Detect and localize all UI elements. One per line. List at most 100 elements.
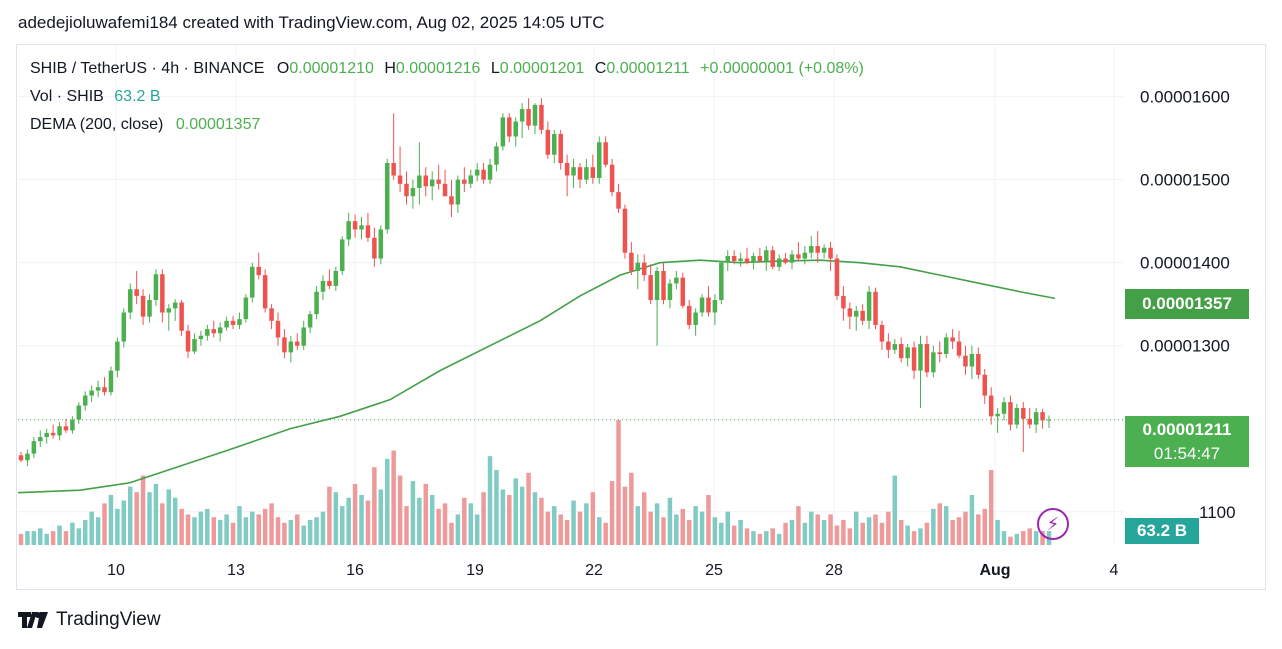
candle-up [1033, 412, 1039, 425]
candle-up [205, 329, 210, 336]
candle-up [474, 169, 480, 176]
candles [18, 98, 1052, 467]
candle-down [911, 347, 917, 371]
volume-bar [943, 506, 949, 545]
candle-down [963, 355, 968, 367]
candle-up [44, 432, 49, 438]
candle-down [616, 192, 621, 209]
candle-down [924, 344, 930, 373]
candle-down [262, 275, 268, 309]
candle-down [860, 310, 865, 321]
volume-bar [140, 475, 146, 545]
candle-down [160, 274, 165, 313]
volume-bar [937, 503, 943, 545]
volume-bar [378, 489, 384, 545]
candle-up [417, 175, 422, 188]
volume-bar [70, 522, 75, 545]
candle-up [455, 179, 461, 205]
candle-down [1021, 407, 1026, 419]
last-price-badge: 0.00001211 01:54:47 [1125, 416, 1249, 467]
candle-up [384, 163, 390, 230]
volume-bar [526, 472, 531, 545]
volume-bar [809, 511, 814, 545]
candle-up [969, 354, 975, 367]
volume-bar [834, 525, 840, 545]
lightning-icon[interactable]: ⚡ [1037, 508, 1069, 540]
candle-up [918, 344, 923, 371]
volume-bar [108, 495, 114, 545]
candle-down [622, 208, 628, 253]
candle-down [1027, 418, 1032, 425]
volume-bar [860, 522, 865, 545]
volume-bar [590, 492, 596, 545]
candle-up [147, 300, 152, 317]
volume-bar [731, 525, 737, 545]
volume-bar [757, 533, 763, 545]
volume-bar [918, 528, 923, 545]
volume-bar [50, 531, 56, 545]
candle-down [481, 169, 486, 180]
volume-bar [847, 528, 853, 545]
candle-up [1014, 407, 1020, 425]
volume-bar [320, 511, 326, 545]
candle-down [50, 432, 56, 436]
volume-bar [963, 511, 968, 545]
candle-down [706, 297, 711, 313]
volume-bar [892, 475, 898, 545]
candle-up [892, 344, 898, 350]
volume-bar [641, 492, 647, 545]
volume-bar [629, 472, 634, 545]
volume-bar [147, 492, 152, 545]
candle-up [346, 221, 351, 240]
candle-up [532, 104, 538, 126]
x-tick-label: 16 [346, 562, 364, 579]
candle-down [282, 337, 287, 353]
candle-up [699, 297, 705, 313]
grid-lines [18, 46, 1124, 545]
legend-volume-row[interactable]: Vol · SHIB 63.2 B [30, 88, 161, 106]
legend-dema-row[interactable]: DEMA (200, close) 0.00001357 [30, 116, 260, 134]
candle-up [224, 320, 229, 328]
legend-dema-label: DEMA (200, close) [30, 116, 164, 133]
volume-bar [365, 500, 371, 545]
volume-bar [262, 508, 268, 545]
candle-up [359, 225, 364, 230]
volume-bar [301, 525, 306, 545]
legend-dema-value: 0.00001357 [175, 116, 261, 133]
volume-bar [172, 497, 178, 545]
y-axis: 0.00001600 0.00001500 0.00001400 0.00001300… [1140, 88, 1236, 522]
volume-bar [680, 508, 686, 545]
volume-bar [584, 503, 589, 545]
volume-bar [764, 531, 769, 545]
candle-up [38, 437, 43, 442]
candle-up [31, 441, 37, 454]
candle-down [988, 395, 994, 417]
volume-bar [571, 500, 576, 545]
candle-up [108, 370, 114, 393]
volume-bar [494, 470, 499, 545]
legend-change: +0.00000001 (+0.08%) [700, 60, 864, 77]
volume-bar [230, 522, 236, 545]
candle-down [950, 337, 955, 342]
volume-bar [275, 517, 281, 545]
volume-bar [924, 522, 930, 545]
volume-bar [243, 517, 249, 545]
chart-frame[interactable] [16, 44, 1266, 590]
volume-bar [76, 528, 82, 545]
volume-bar [327, 486, 332, 545]
volume-bar [314, 517, 319, 545]
candle-up [764, 250, 769, 262]
candle-down [648, 275, 653, 301]
candle-up [301, 327, 306, 346]
volume-bar [911, 531, 917, 545]
candle-down [873, 291, 878, 325]
candle-down [577, 167, 583, 180]
x-tick-label: 22 [585, 562, 603, 579]
tradingview-brand[interactable]: TradingView [18, 609, 161, 631]
x-axis: 10 13 16 19 22 25 28 Aug 4 [107, 562, 1118, 579]
candle-down [629, 252, 634, 271]
volume-bar [796, 506, 801, 545]
volume-bar [1033, 531, 1039, 545]
legend-symbol[interactable]: SHIB / TetherUS · 4h · BINANCE [30, 60, 265, 77]
